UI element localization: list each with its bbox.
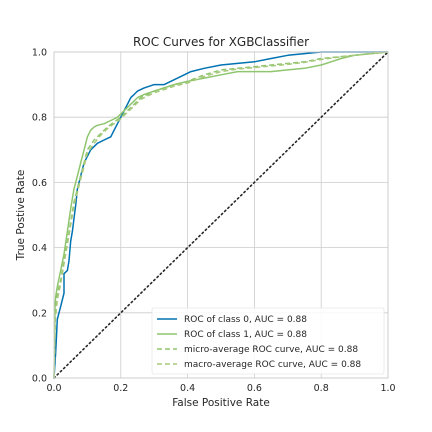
y-tick-label: 0.0	[32, 374, 47, 385]
y-tick-label: 0.6	[32, 178, 47, 189]
x-tick-label: 0.4	[180, 383, 195, 394]
legend-entry: ROC of class 0, AUC = 0.88	[184, 315, 307, 325]
series-line-3	[53, 51, 389, 379]
y-tick-label: 0.4	[32, 243, 47, 254]
chart-title: ROC Curves for XGBClassifier	[133, 35, 309, 49]
x-tick-label: 0.6	[247, 383, 262, 394]
y-tick-label: 0.2	[32, 308, 47, 319]
x-tick-label: 0.8	[314, 383, 329, 394]
legend-entry: ROC of class 1, AUC = 0.88	[184, 330, 307, 340]
x-tick-labels: 0.0 0.2 0.4 0.6 0.8 1.0	[46, 383, 395, 394]
series-line-2	[53, 51, 389, 379]
x-tick-label: 0.2	[113, 383, 128, 394]
plot-frame	[53, 51, 389, 379]
grid-lines	[53, 51, 389, 379]
legend-entry: micro-average ROC curve, AUC = 0.88	[184, 345, 358, 355]
chance-line	[53, 51, 389, 379]
y-tick-label: 1.0	[32, 48, 47, 59]
x-tick-label: 0.0	[46, 383, 61, 394]
series-line-1	[53, 51, 389, 379]
roc-series	[53, 51, 389, 379]
y-tick-labels: 0.0 0.2 0.4 0.6 0.8 1.0	[32, 48, 47, 385]
legend-entry: macro-average ROC curve, AUC = 0.88	[184, 360, 361, 370]
legend-box	[151, 307, 385, 375]
reference-diagonal	[53, 51, 389, 379]
y-axis-label: True Postive Rate	[15, 170, 27, 262]
legend: ROC of class 0, AUC = 0.88 ROC of class 1…	[151, 307, 385, 375]
y-tick-label: 0.8	[32, 113, 47, 124]
x-tick-label: 1.0	[380, 383, 395, 394]
x-axis-label: False Positive Rate	[172, 397, 270, 409]
